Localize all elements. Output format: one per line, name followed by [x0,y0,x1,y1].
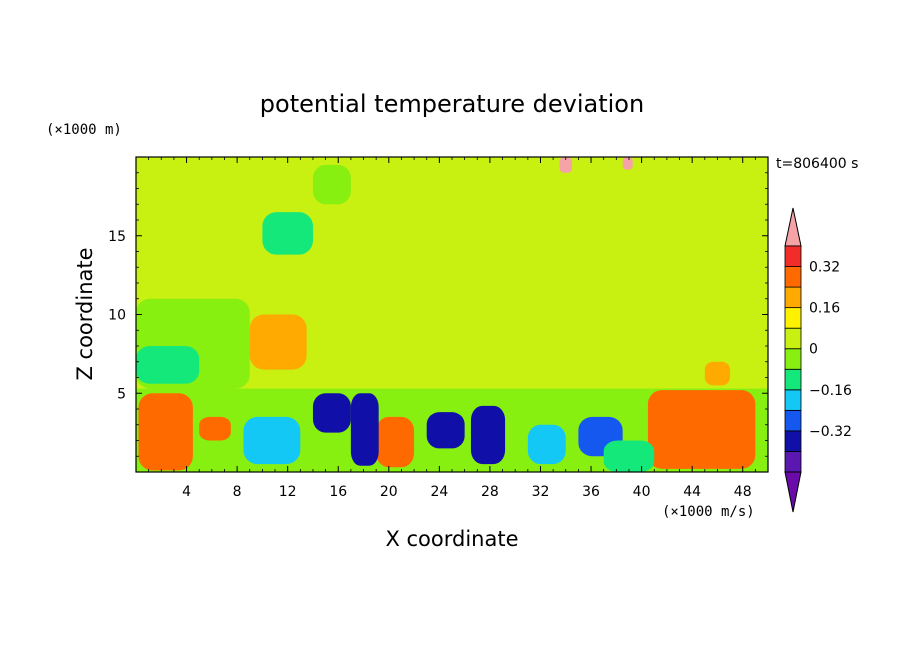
contour-region-8 [249,314,307,370]
contour-region-14 [376,416,415,468]
contour-region-5 [136,346,200,384]
y-units-label: (×1000 m) [46,122,122,138]
y-tick-label: 10 [108,308,126,324]
colorbar-box [784,348,802,370]
colorbar-box [784,245,802,267]
x-axis: 4 8 12 16 20 24 28 32 36 40 44 48 [148,157,756,500]
chart-title: potential temperature deviation [260,90,644,118]
x-tick-label: 44 [683,484,701,500]
colorbar-label: −0.16 [809,383,852,399]
colorbar-label: 0.32 [809,260,840,276]
y-axis: 5 10 15 [108,172,768,457]
colorbar-box [784,368,802,391]
contour-region-23 [603,440,655,472]
colorbar-label: −0.32 [809,424,852,440]
x-units-label: (×1000 m/s) [662,504,755,520]
contour-region-9 [704,361,731,386]
contour-region-6 [262,212,313,255]
x-axis-label: X coordinate [385,527,518,551]
y-tick-label: 15 [108,229,126,245]
x-tick-label: 28 [481,484,499,500]
x-tick-label: 16 [329,484,347,500]
colorbar-box [784,266,802,288]
colorbar-box [784,286,802,309]
colorbar-box [784,409,802,432]
colorbar-box [784,389,802,411]
colorbar-box [784,327,802,350]
contour-region-25 [622,157,633,170]
plot-area [136,157,768,472]
colorbar-min-triangle [784,471,802,513]
x-tick-label: 40 [633,484,651,500]
x-tick-label: 48 [734,484,752,500]
x-tick-label: 32 [532,484,550,500]
contour-region-19 [426,412,465,449]
y-axis-label: Z coordinate [73,247,97,380]
contour-region-3 [439,164,705,252]
contour-region-21 [243,416,301,465]
contour-region-11 [138,393,193,471]
contour-region-13 [647,390,756,469]
colorbar-box [784,307,802,329]
colorbar-label: 0 [809,342,818,358]
contour-region-2 [173,267,768,378]
x-tick-label: 12 [279,484,297,500]
contour-region-7 [312,164,351,205]
x-tick-label: 24 [430,484,448,500]
x-tick-label: 4 [182,484,191,500]
time-label: t=806400 s [776,156,858,172]
colorbar-max-triangle [784,207,802,247]
colorbar: 0.32 0.16 0 −0.16 −0.32 [784,207,852,513]
contour-region-22 [527,424,566,465]
x-tick-label: 20 [380,484,398,500]
colorbar-label: 0.16 [809,301,840,317]
contour-region-18 [312,393,351,433]
y-tick-label: 5 [117,386,126,402]
contour-region-24 [559,157,573,173]
colorbar-box [784,451,802,473]
x-tick-label: 8 [233,484,242,500]
contour-region-17 [470,405,506,465]
contour-region-15 [199,416,231,441]
x-tick-label: 36 [582,484,600,500]
colorbar-box [784,430,802,452]
contour-region-16 [350,393,379,466]
